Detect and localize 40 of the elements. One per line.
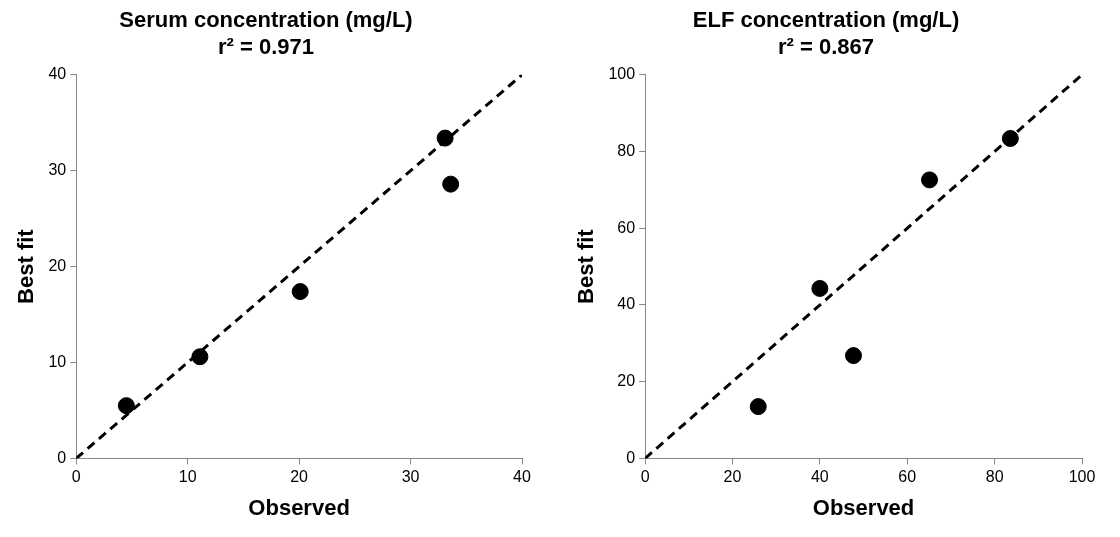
y-tick-label: 20 bbox=[48, 257, 67, 275]
y-tick-label: 30 bbox=[48, 161, 67, 179]
y-tick-label: 80 bbox=[617, 141, 636, 159]
x-tick-label: 0 bbox=[71, 468, 81, 486]
y-tick-label: 40 bbox=[617, 295, 636, 313]
y-tick-label: 40 bbox=[48, 65, 67, 83]
point bbox=[291, 283, 309, 301]
y-tick-label: 10 bbox=[48, 352, 67, 370]
point bbox=[1001, 129, 1019, 147]
x-tick-label: 0 bbox=[640, 468, 650, 486]
x-tick-label: 20 bbox=[723, 468, 742, 486]
chart-title: ELF concentration (mg/L) bbox=[692, 7, 960, 33]
x-tick-label: 60 bbox=[898, 468, 917, 486]
point bbox=[191, 348, 209, 366]
x-tick-label: 100 bbox=[1068, 468, 1096, 486]
y-axis-title: Best fit bbox=[13, 228, 39, 304]
x-tick-label: 30 bbox=[401, 468, 420, 486]
point bbox=[436, 129, 454, 147]
point bbox=[749, 398, 767, 416]
y-tick-label: 0 bbox=[626, 448, 636, 466]
chart-title: Serum concentration (mg/L) bbox=[119, 7, 413, 33]
x-tick-label: 80 bbox=[985, 468, 1004, 486]
point bbox=[845, 347, 862, 365]
x-tick-label: 40 bbox=[513, 468, 531, 486]
y-tick-label: 100 bbox=[608, 65, 636, 83]
y-tick-label: 20 bbox=[617, 372, 636, 390]
y-axis-title: Best fit bbox=[573, 228, 599, 304]
x-axis-title: Observed bbox=[812, 494, 915, 520]
point bbox=[811, 279, 829, 297]
point bbox=[921, 171, 939, 189]
chart-subtitle: r² = 0.971 bbox=[217, 33, 315, 59]
x-axis-title: Observed bbox=[248, 494, 350, 520]
y-tick-label: 0 bbox=[57, 448, 67, 466]
y-tick-label: 60 bbox=[617, 218, 636, 236]
point bbox=[117, 397, 135, 415]
chart-subtitle: r² = 0.867 bbox=[777, 33, 875, 59]
x-tick-label: 10 bbox=[178, 468, 197, 486]
point bbox=[442, 175, 460, 193]
x-tick-label: 40 bbox=[810, 468, 829, 486]
x-tick-label: 20 bbox=[290, 468, 309, 486]
